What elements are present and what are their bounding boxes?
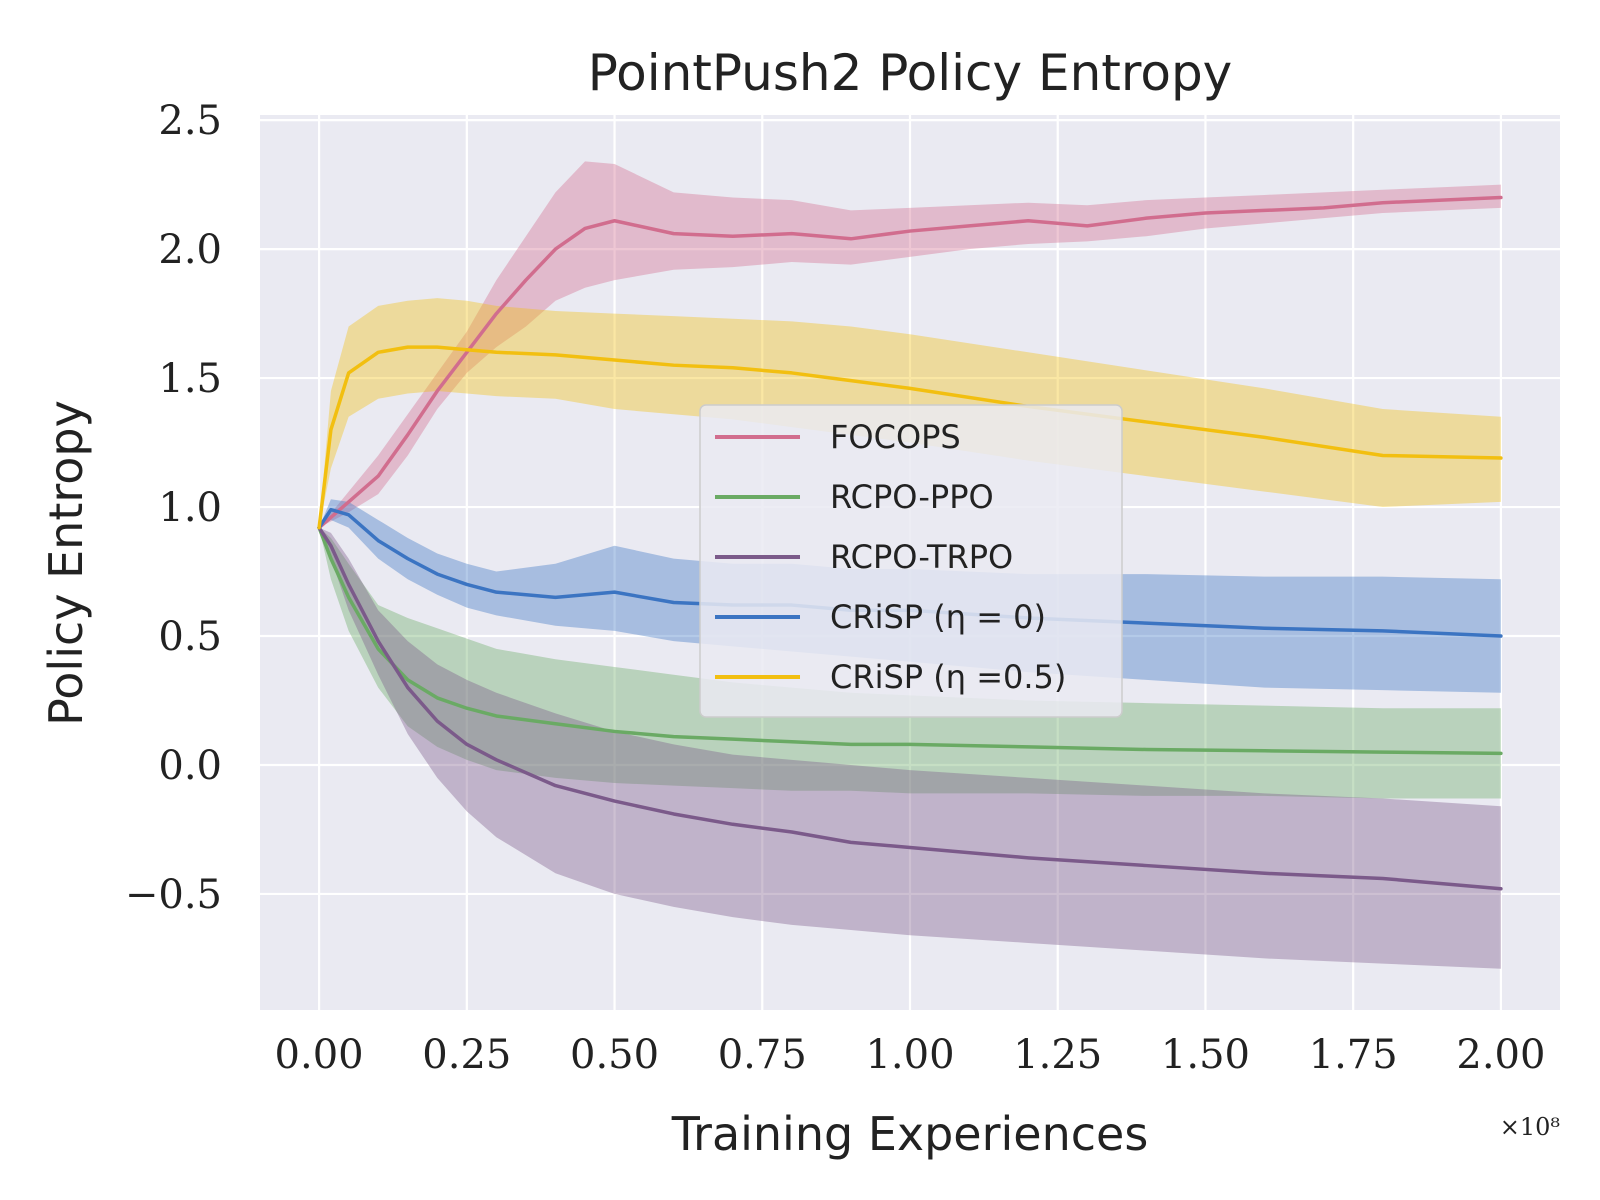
y-tick-label: 1.0 bbox=[158, 485, 222, 531]
line-focops bbox=[317, 195, 1503, 530]
y-tick-label: 1.5 bbox=[158, 356, 222, 402]
y-tick-labels: −0.5 0.0 0.5 1.0 1.5 2.0 2.5 bbox=[125, 98, 222, 918]
grid bbox=[260, 115, 1560, 1010]
legend-label-rcpo-ppo: RCPO-PPO bbox=[830, 478, 994, 516]
line-crisp-0 bbox=[317, 507, 1503, 638]
x-tick-labels: 0.00 0.25 0.50 0.75 1.00 1.25 1.50 1.75 2.00 bbox=[275, 1032, 1546, 1078]
legend-label-crisp-0-5: CRiSP (η =0.5) bbox=[830, 658, 1066, 696]
legend-label-focops: FOCOPS bbox=[830, 418, 961, 456]
y-tick-label: 2.0 bbox=[158, 227, 222, 273]
band-focops bbox=[319, 161, 1501, 528]
x-tick-label: 0.50 bbox=[570, 1032, 659, 1078]
band-rcpo-trpo bbox=[319, 527, 1501, 969]
legend-box bbox=[699, 404, 1123, 718]
y-tick-label: −0.5 bbox=[125, 872, 222, 918]
y-tick-label: 2.5 bbox=[158, 98, 222, 144]
x-tick-label: 2.00 bbox=[1456, 1032, 1545, 1078]
y-axis-label: Policy Entropy bbox=[39, 400, 93, 726]
chart-title: PointPush2 Policy Entropy bbox=[588, 44, 1233, 102]
x-tick-label: 0.25 bbox=[422, 1032, 511, 1078]
line-rcpo-ppo bbox=[317, 525, 1503, 756]
y-tick-label: 0.5 bbox=[158, 614, 222, 660]
x-tick-label: 1.50 bbox=[1161, 1032, 1250, 1078]
y-tick-label: 0.0 bbox=[158, 743, 222, 789]
x-tick-label: 0.75 bbox=[718, 1032, 807, 1078]
x-tick-label: 0.00 bbox=[275, 1032, 364, 1078]
x-tick-label: 1.75 bbox=[1309, 1032, 1398, 1078]
legend-label-crisp-0: CRiSP (η = 0) bbox=[830, 598, 1046, 636]
x-axis-exponent: ×10⁸ bbox=[1500, 1113, 1560, 1141]
x-tick-label: 1.00 bbox=[865, 1032, 954, 1078]
x-tick-label: 1.25 bbox=[1013, 1032, 1102, 1078]
legend-label-rcpo-trpo: RCPO-TRPO bbox=[830, 538, 1013, 576]
x-axis-label: Training Experiences bbox=[671, 1107, 1149, 1161]
legend: FOCOPS RCPO-PPO RCPO-TRPO CRiSP (η = 0) CRiS… bbox=[699, 404, 1123, 718]
line-rcpo-trpo bbox=[317, 525, 1503, 891]
line-crisp-0-5 bbox=[317, 345, 1503, 530]
series-lines bbox=[317, 195, 1503, 891]
